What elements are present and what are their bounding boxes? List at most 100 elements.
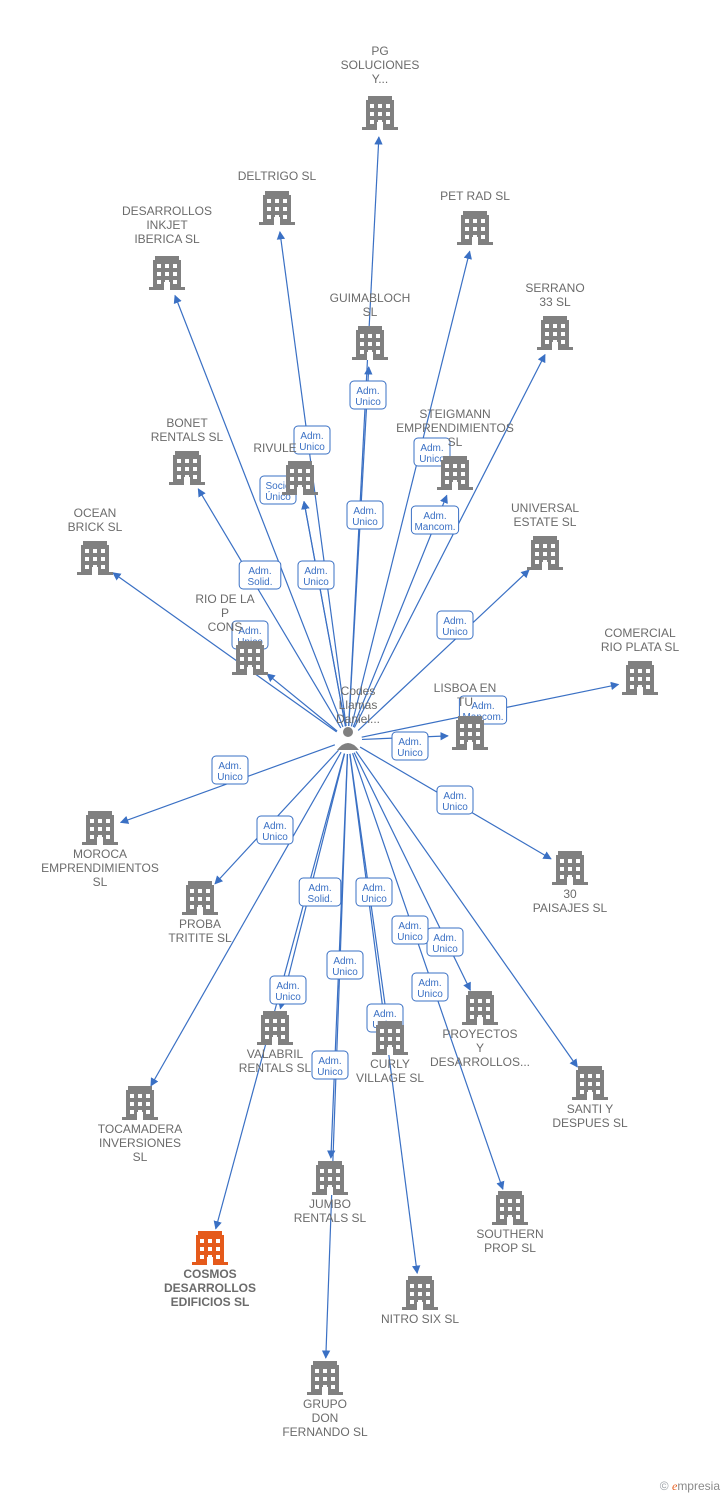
node-label: Daniel... bbox=[336, 712, 380, 726]
node-label: DESPUES SL bbox=[552, 1116, 628, 1130]
svg-text:Unico: Unico bbox=[397, 932, 423, 943]
node-label: MOROCA bbox=[73, 847, 127, 861]
node-label: RIO DE LA bbox=[195, 592, 254, 606]
company-node[interactable]: PROBATRITITE SL bbox=[168, 881, 232, 945]
edge-label: Adm.Solid. bbox=[299, 878, 341, 906]
node-label: BONET bbox=[166, 416, 208, 430]
node-label: Y bbox=[476, 1041, 484, 1055]
edge bbox=[353, 753, 503, 1189]
node-label: UNIVERSAL bbox=[511, 501, 579, 515]
svg-text:Unico: Unico bbox=[332, 967, 358, 978]
svg-text:Adm.: Adm. bbox=[276, 981, 299, 992]
company-node[interactable]: SANTI YDESPUES SL bbox=[552, 1066, 628, 1130]
svg-text:Adm.: Adm. bbox=[423, 511, 446, 522]
svg-text:Adm.: Adm. bbox=[418, 978, 441, 989]
svg-text:Unico: Unico bbox=[417, 989, 443, 1000]
company-node[interactable]: 30PAISAJES SL bbox=[533, 851, 608, 915]
company-node[interactable]: UNIVERSALESTATE SL bbox=[511, 501, 579, 570]
company-node[interactable]: NITRO SIX SL bbox=[381, 1276, 459, 1326]
company-node[interactable]: OCEANBRICK SL bbox=[68, 506, 123, 575]
svg-text:Adm.: Adm. bbox=[300, 431, 323, 442]
company-node[interactable]: COMERCIALRIO PLATA SL bbox=[601, 626, 680, 695]
edge-label: Adm.Unico bbox=[257, 816, 293, 844]
node-label: SL bbox=[448, 435, 463, 449]
svg-text:Adm.: Adm. bbox=[398, 921, 421, 932]
node-label: TRITITE SL bbox=[168, 931, 232, 945]
company-node[interactable]: MOROCAEMPRENDIMIENTOSSL bbox=[41, 811, 159, 889]
node-label: CONS bbox=[208, 620, 243, 634]
company-node[interactable]: GRUPODONFERNANDO SL bbox=[282, 1361, 368, 1439]
edge bbox=[349, 367, 369, 726]
edge-label: Adm.Unico bbox=[270, 976, 306, 1004]
svg-text:Unico: Unico bbox=[262, 832, 288, 843]
node-label: GRUPO bbox=[303, 1397, 347, 1411]
company-node[interactable]: PET RAD SL bbox=[440, 189, 510, 245]
company-node[interactable]: DELTRIGO SL bbox=[238, 169, 317, 225]
svg-text:Unico: Unico bbox=[217, 772, 243, 783]
node-label: FERNANDO SL bbox=[282, 1425, 368, 1439]
node-label: IBERICA SL bbox=[134, 232, 200, 246]
node-label: GUIMABLOCH bbox=[330, 291, 411, 305]
svg-text:Adm.: Adm. bbox=[308, 883, 331, 894]
edge-label: Adm.Unico bbox=[392, 732, 428, 760]
node-label: RIO PLATA SL bbox=[601, 640, 680, 654]
company-node[interactable]: COSMOSDESARROLLOSEDIFICIOS SL bbox=[164, 1231, 256, 1309]
edge bbox=[267, 674, 337, 731]
node-label: PAISAJES SL bbox=[533, 901, 608, 915]
node-label: ESTATE SL bbox=[514, 515, 577, 529]
node-label: EMPRENDIMIENTOS bbox=[41, 861, 159, 875]
node-label: SL bbox=[93, 875, 108, 889]
svg-text:Adm.: Adm. bbox=[398, 737, 421, 748]
edge-label: Adm.Unico bbox=[437, 611, 473, 639]
company-node[interactable]: JUMBORENTALS SL bbox=[294, 1161, 367, 1225]
edge-label: Adm.Solid. bbox=[239, 561, 281, 589]
company-node[interactable]: VALABRILRENTALS SL bbox=[239, 1011, 312, 1075]
company-node[interactable]: PROYECTOSYDESARROLLOS... bbox=[430, 991, 530, 1069]
node-label: BRICK SL bbox=[68, 520, 123, 534]
svg-text:Unico: Unico bbox=[299, 442, 325, 453]
copyright-label: © empresia bbox=[660, 1479, 720, 1494]
edge-label: Adm.Unico bbox=[356, 878, 392, 906]
network-diagram: Adm.UnicoAdm.UnicoAdm.UnicoAdm.Mancom.Ad… bbox=[0, 0, 728, 1500]
node-label: Y... bbox=[372, 72, 388, 86]
svg-text:Adm.: Adm. bbox=[471, 701, 494, 712]
company-node[interactable]: TOCAMADERAINVERSIONESSL bbox=[98, 1086, 182, 1164]
svg-text:Unico: Unico bbox=[432, 944, 458, 955]
svg-text:Adm.: Adm. bbox=[433, 933, 456, 944]
person-node[interactable]: CodesLlamasDaniel... bbox=[336, 684, 380, 750]
company-node[interactable]: BONETRENTALS SL bbox=[151, 416, 224, 485]
node-label: COMERCIAL bbox=[604, 626, 676, 640]
node-label: RENTALS SL bbox=[151, 430, 224, 444]
node-label: INKJET bbox=[146, 218, 188, 232]
node-label: RIVULE bbox=[253, 441, 296, 455]
svg-text:Adm.: Adm. bbox=[353, 506, 376, 517]
svg-text:Unico: Unico bbox=[442, 802, 468, 813]
edge-label: Adm.Unico bbox=[437, 786, 473, 814]
svg-text:Adm.: Adm. bbox=[218, 761, 241, 772]
svg-text:Mancom.: Mancom. bbox=[414, 522, 455, 533]
node-label: P bbox=[221, 606, 229, 620]
edge-label: Adm.Unico bbox=[327, 951, 363, 979]
edge-label: Adm.Mancom. bbox=[411, 506, 458, 534]
edge-label: Adm.Unico bbox=[212, 756, 248, 784]
company-node[interactable]: GUIMABLOCHSL bbox=[330, 291, 411, 360]
node-label: PROBA bbox=[179, 917, 221, 931]
svg-text:Adm.: Adm. bbox=[356, 386, 379, 397]
svg-text:Adm.: Adm. bbox=[248, 566, 271, 577]
company-node[interactable]: PGSOLUCIONESY... bbox=[341, 44, 420, 130]
edge bbox=[304, 502, 345, 727]
svg-text:Adm.: Adm. bbox=[304, 566, 327, 577]
company-node[interactable]: DESARROLLOSINKJETIBERICA SL bbox=[122, 204, 212, 290]
node-label: OCEAN bbox=[74, 506, 117, 520]
node-label: VILLAGE SL bbox=[356, 1071, 424, 1085]
svg-text:Adm.: Adm. bbox=[373, 1009, 396, 1020]
node-label: 30 bbox=[563, 887, 577, 901]
node-label: PROP SL bbox=[484, 1241, 536, 1255]
node-label: CURLY bbox=[370, 1057, 410, 1071]
company-node[interactable]: SOUTHERNPROP SL bbox=[476, 1191, 543, 1255]
edge-label: Adm.Unico bbox=[294, 426, 330, 454]
node-label: RENTALS SL bbox=[294, 1211, 367, 1225]
svg-text:Adm.: Adm. bbox=[420, 443, 443, 454]
company-node[interactable]: SERRANO33 SL bbox=[525, 281, 584, 350]
company-node[interactable]: CURLYVILLAGE SL bbox=[356, 1021, 424, 1085]
